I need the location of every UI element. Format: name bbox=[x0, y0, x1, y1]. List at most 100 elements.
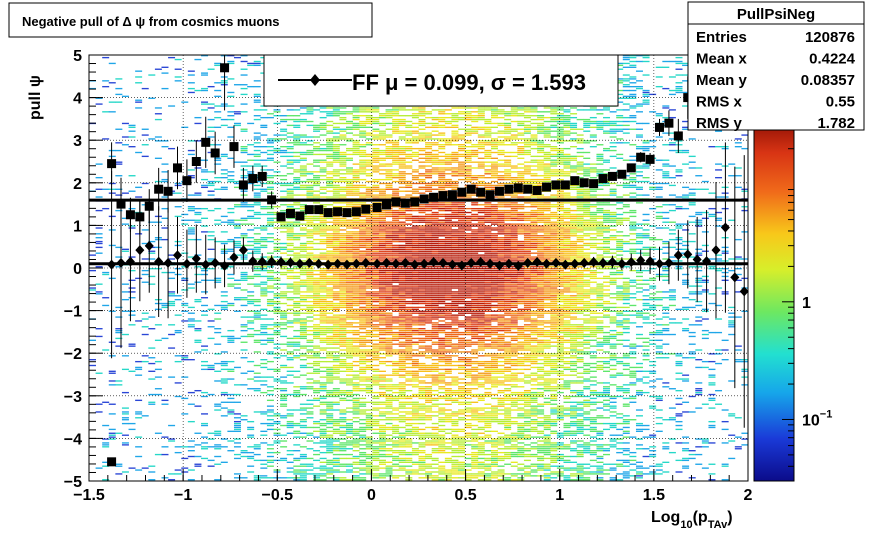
heatmap-cell bbox=[326, 289, 334, 291]
heatmap-cell bbox=[299, 328, 307, 330]
heatmap-cell bbox=[418, 322, 426, 324]
heatmap-cell bbox=[411, 231, 419, 233]
heatmap-cell bbox=[253, 213, 261, 216]
heatmap-cell bbox=[378, 215, 386, 218]
heatmap-cell bbox=[359, 277, 367, 280]
heatmap-cell bbox=[365, 227, 373, 229]
heatmap-cell bbox=[286, 233, 294, 235]
heatmap-cell bbox=[174, 76, 182, 78]
heatmap-cell bbox=[359, 376, 367, 378]
heatmap-cell bbox=[405, 260, 413, 262]
heatmap-cell bbox=[359, 250, 367, 252]
heatmap-cell bbox=[260, 238, 268, 241]
heatmap-cell bbox=[398, 395, 406, 398]
heatmap-cell bbox=[418, 107, 426, 109]
heatmap-cell bbox=[418, 271, 426, 274]
heatmap-cell bbox=[201, 207, 209, 210]
heatmap-cell bbox=[286, 225, 294, 227]
heatmap-cell bbox=[352, 153, 360, 156]
heatmap-cell bbox=[332, 180, 340, 183]
heatmap-cell bbox=[115, 78, 123, 80]
heatmap-cell bbox=[444, 428, 452, 431]
heatmap-cell bbox=[319, 107, 327, 109]
heatmap-cell bbox=[273, 324, 281, 326]
heatmap-cell bbox=[339, 457, 347, 460]
heatmap-cell bbox=[266, 353, 274, 355]
heatmap-cell bbox=[352, 463, 360, 465]
heatmap-cell bbox=[339, 188, 347, 190]
heatmap-cell bbox=[431, 283, 439, 285]
heatmap-cell bbox=[260, 295, 268, 297]
heatmap-cell bbox=[299, 335, 307, 338]
heatmap-cell bbox=[405, 362, 413, 365]
heatmap-cell bbox=[306, 188, 314, 190]
heatmap-cell bbox=[154, 107, 162, 109]
heatmap-cell bbox=[392, 146, 400, 148]
heatmap-cell bbox=[332, 219, 340, 221]
heatmap-cell bbox=[392, 331, 400, 334]
heatmap-cell bbox=[293, 124, 301, 127]
heatmap-cell bbox=[405, 287, 413, 289]
heatmap-cell bbox=[108, 62, 116, 65]
heatmap-cell bbox=[306, 306, 314, 309]
heatmap-cell bbox=[411, 283, 419, 285]
heatmap-cell bbox=[418, 227, 426, 229]
heatmap-cell bbox=[431, 256, 439, 258]
heatmap-cell bbox=[253, 268, 261, 270]
heatmap-cell bbox=[286, 271, 294, 274]
heatmap-cell bbox=[359, 109, 367, 111]
heatmap-cell bbox=[385, 297, 393, 299]
heatmap-cell bbox=[299, 159, 307, 161]
heatmap-cell bbox=[392, 144, 400, 146]
heatmap-cell bbox=[359, 293, 367, 295]
heatmap-cell bbox=[365, 219, 373, 221]
heatmap-cell bbox=[346, 149, 353, 152]
heatmap-cell bbox=[313, 355, 321, 357]
heatmap-cell bbox=[378, 196, 386, 198]
heatmap-cell bbox=[339, 399, 347, 402]
heatmap-cell bbox=[293, 271, 301, 274]
heatmap-cell bbox=[372, 455, 380, 458]
heatmap-cell bbox=[411, 176, 419, 179]
heatmap-cell bbox=[299, 300, 307, 303]
heatmap-cell bbox=[411, 140, 419, 142]
heatmap-cell bbox=[411, 469, 419, 471]
heatmap-cell bbox=[385, 428, 393, 431]
heatmap-cell bbox=[306, 287, 314, 289]
heatmap-cell bbox=[398, 335, 406, 338]
heatmap-cell bbox=[135, 76, 143, 78]
heatmap-cell bbox=[411, 333, 419, 336]
heatmap-cell bbox=[326, 337, 334, 340]
heatmap-cell bbox=[293, 277, 301, 280]
heatmap-cell bbox=[253, 149, 261, 152]
heatmap-cell bbox=[273, 182, 281, 185]
heatmap-cell bbox=[392, 417, 400, 419]
heatmap-cell bbox=[102, 188, 110, 190]
heatmap-cell bbox=[299, 165, 307, 167]
heatmap-cell bbox=[352, 355, 360, 357]
heatmap-cell bbox=[319, 238, 327, 241]
heatmap-cell bbox=[339, 281, 347, 283]
heatmap-cell bbox=[233, 413, 241, 415]
heatmap-cell bbox=[365, 339, 373, 342]
heatmap-cell bbox=[299, 304, 307, 307]
heatmap-cell bbox=[365, 306, 373, 309]
heatmap-cell bbox=[378, 134, 386, 136]
heatmap-cell bbox=[233, 223, 241, 225]
heatmap-cell bbox=[319, 219, 327, 221]
heatmap-cell bbox=[220, 176, 228, 179]
heatmap-cell bbox=[405, 320, 413, 322]
heatmap-cell bbox=[115, 328, 123, 330]
heatmap-cell bbox=[332, 229, 340, 231]
heatmap-cell bbox=[332, 271, 340, 274]
heatmap-cell bbox=[306, 310, 314, 312]
heatmap-cell bbox=[332, 196, 340, 198]
heatmap-cell bbox=[240, 477, 248, 479]
heatmap-cell bbox=[372, 382, 380, 384]
heatmap-cell bbox=[352, 227, 360, 229]
heatmap-cell bbox=[313, 389, 321, 392]
heatmap-cell bbox=[332, 132, 340, 134]
heatmap-cell bbox=[266, 266, 274, 268]
heatmap-cell bbox=[431, 213, 439, 216]
heatmap-cell bbox=[306, 341, 314, 343]
